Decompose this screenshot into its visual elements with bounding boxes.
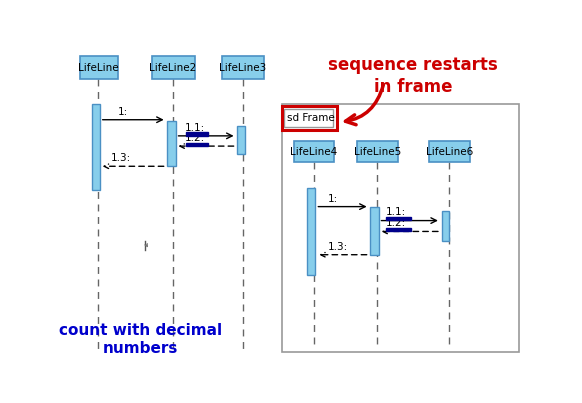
Text: 1:: 1: <box>328 193 338 204</box>
Text: sd Frame: sd Frame <box>288 113 335 123</box>
FancyBboxPatch shape <box>222 56 264 79</box>
Text: 1.2:: 1.2: <box>184 133 205 143</box>
Text: 1.1:: 1.1: <box>386 208 406 218</box>
Text: 1.2:: 1.2: <box>386 218 406 229</box>
FancyBboxPatch shape <box>152 56 194 79</box>
Text: count with decimal
numbers: count with decimal numbers <box>59 323 222 355</box>
Text: LifeLine: LifeLine <box>79 63 119 73</box>
FancyBboxPatch shape <box>186 133 208 135</box>
Text: LifeLine5: LifeLine5 <box>354 147 401 156</box>
FancyBboxPatch shape <box>237 126 244 154</box>
FancyBboxPatch shape <box>357 141 398 162</box>
Text: LifeLine4: LifeLine4 <box>290 147 338 156</box>
Text: 1:: 1: <box>118 107 128 116</box>
FancyBboxPatch shape <box>307 188 315 275</box>
Text: 1.3:: 1.3: <box>111 153 132 163</box>
FancyBboxPatch shape <box>429 141 470 162</box>
FancyBboxPatch shape <box>386 228 411 231</box>
Text: LifeLine6: LifeLine6 <box>426 147 473 156</box>
Text: 1.1:: 1.1: <box>184 123 205 133</box>
FancyBboxPatch shape <box>282 104 519 353</box>
FancyBboxPatch shape <box>80 56 118 79</box>
FancyBboxPatch shape <box>186 143 208 146</box>
Text: 1.3:: 1.3: <box>328 242 348 251</box>
Text: LifeLine2: LifeLine2 <box>150 63 197 73</box>
FancyBboxPatch shape <box>371 207 378 255</box>
FancyBboxPatch shape <box>294 141 334 162</box>
Text: LifeLine3: LifeLine3 <box>219 63 267 73</box>
FancyBboxPatch shape <box>92 104 100 189</box>
FancyBboxPatch shape <box>386 217 411 220</box>
FancyBboxPatch shape <box>442 211 449 241</box>
FancyBboxPatch shape <box>168 121 176 166</box>
FancyBboxPatch shape <box>284 109 333 127</box>
Text: sequence restarts
in frame: sequence restarts in frame <box>328 56 498 96</box>
